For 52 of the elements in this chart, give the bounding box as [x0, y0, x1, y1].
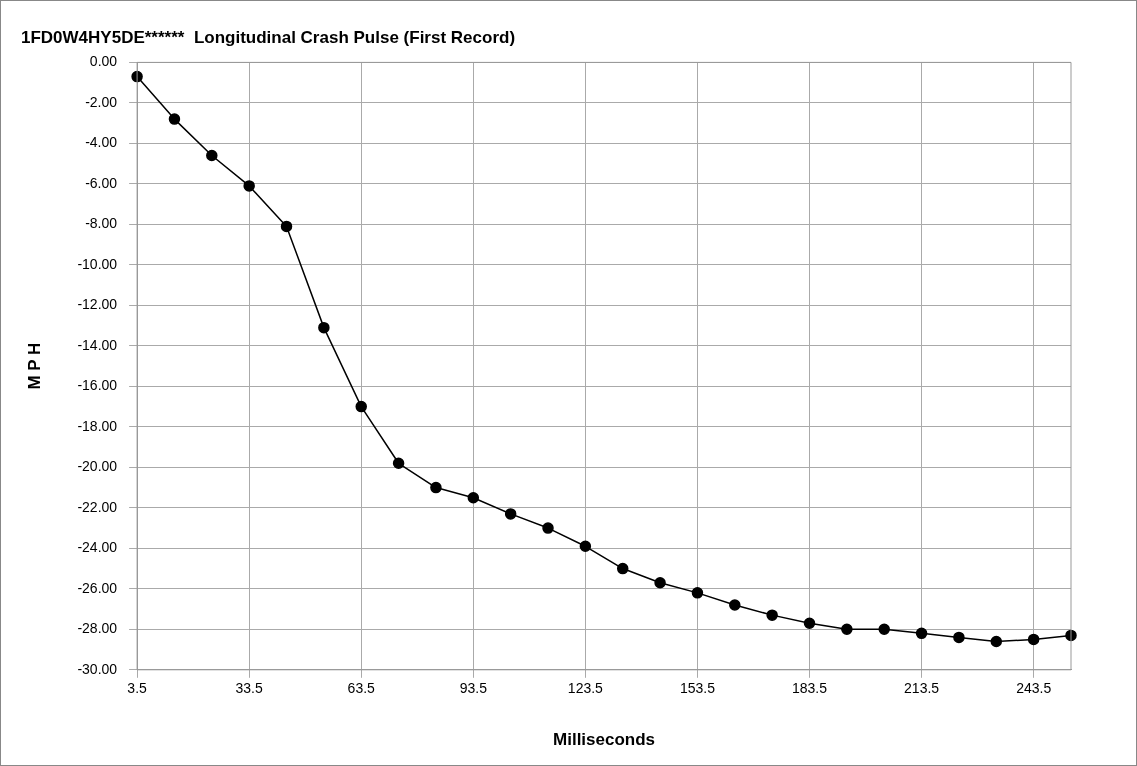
y-axis-title: M P H: [24, 342, 44, 390]
y-tick-label: -22.00: [77, 498, 118, 515]
point: [766, 609, 778, 621]
x-tick-label: 123.5: [567, 680, 604, 697]
point: [878, 623, 890, 636]
point: [467, 491, 480, 504]
point: [729, 599, 741, 611]
point: [504, 508, 517, 520]
x-tick-label: 3.5: [127, 680, 148, 697]
chart-title: 1FD0W4HY5DE****** Longitudinal Crash Pulse (First Record): [21, 27, 516, 47]
y-tick-label: -18.00: [77, 417, 118, 434]
y-tick-label: -16.00: [77, 377, 118, 394]
point: [206, 149, 218, 162]
x-tick-label: 183.5: [791, 680, 828, 697]
point: [654, 576, 666, 589]
y-tick-label: -20.00: [77, 458, 118, 475]
y-tick-label: -8.00: [85, 215, 118, 232]
point: [355, 400, 367, 413]
point: [691, 587, 704, 599]
point: [243, 180, 255, 192]
point: [392, 457, 405, 470]
point: [542, 522, 554, 534]
y-tick-label: -10.00: [77, 255, 118, 272]
y-tick-label: -2.00: [85, 93, 118, 110]
point: [915, 627, 928, 640]
y-tick-label: -14.00: [77, 336, 118, 353]
y-tick-label: -6.00: [85, 174, 118, 191]
x-tick-label: 93.5: [459, 680, 488, 697]
x-tick-label: 63.5: [347, 680, 376, 697]
y-tick-label: 0.00: [89, 53, 118, 70]
x-tick-label: 213.5: [904, 680, 940, 697]
point: [579, 540, 592, 553]
y-tick-label: -12.00: [77, 296, 118, 313]
point: [1027, 633, 1040, 646]
x-axis-title: Milliseconds: [553, 730, 656, 750]
point: [841, 623, 853, 636]
x-tick-label: 33.5: [235, 680, 263, 697]
point: [953, 631, 965, 644]
point: [280, 220, 293, 233]
point: [430, 481, 442, 494]
x-tick-label: 153.5: [679, 680, 716, 697]
point: [168, 113, 181, 125]
x-tick-label: 243.5: [1016, 680, 1052, 697]
y-tick-label: -26.00: [77, 579, 118, 596]
y-tick-label: -28.00: [77, 620, 118, 637]
y-tick-label: -30.00: [77, 660, 118, 677]
y-tick-label: -24.00: [77, 539, 118, 556]
point: [318, 321, 330, 334]
y-tick-label: -4.00: [85, 134, 118, 151]
point: [803, 617, 816, 629]
point: [990, 635, 1003, 648]
point: [616, 562, 629, 575]
